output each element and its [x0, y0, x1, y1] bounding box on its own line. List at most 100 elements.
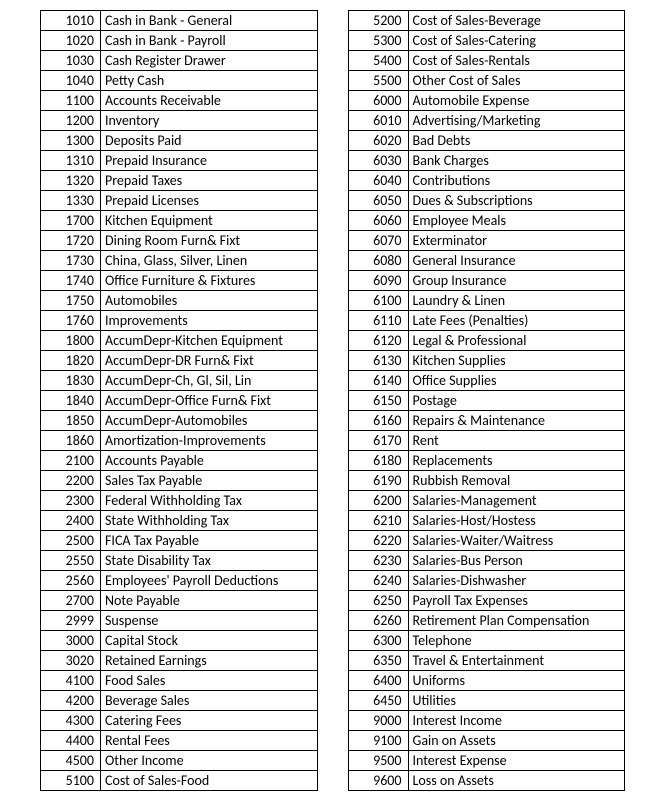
account-code: 2500 — [41, 531, 101, 551]
table-row: 2999Suspense — [41, 611, 318, 631]
account-name: Salaries-Bus Person — [408, 551, 625, 571]
table-row: 6450Utilities — [348, 691, 625, 711]
table-row: 1320Prepaid Taxes — [41, 171, 318, 191]
account-code: 2200 — [41, 471, 101, 491]
account-name: Inventory — [101, 111, 318, 131]
table-row: 6090Group Insurance — [348, 271, 625, 291]
account-name: Cash in Bank - Payroll — [101, 31, 318, 51]
account-code: 4500 — [41, 751, 101, 771]
table-row: 6010Advertising/Marketing — [348, 111, 625, 131]
account-code: 6030 — [348, 151, 408, 171]
account-name: Replacements — [408, 451, 625, 471]
table-row: 2200Sales Tax Payable — [41, 471, 318, 491]
account-code: 1730 — [41, 251, 101, 271]
account-code: 1200 — [41, 111, 101, 131]
account-name: Uniforms — [408, 671, 625, 691]
table-row: 1750Automobiles — [41, 291, 318, 311]
account-name: Salaries-Management — [408, 491, 625, 511]
account-code: 1330 — [41, 191, 101, 211]
chart-of-accounts-left: 1010Cash in Bank - General1020Cash in Ba… — [40, 10, 318, 791]
account-name: Advertising/Marketing — [408, 111, 625, 131]
account-name: Food Sales — [101, 671, 318, 691]
table-row: 2400State Withholding Tax — [41, 511, 318, 531]
account-name: Dues & Subscriptions — [408, 191, 625, 211]
table-row: 1700Kitchen Equipment — [41, 211, 318, 231]
table-row: 1730China, Glass, Silver, Linen — [41, 251, 318, 271]
account-name: AccumDepr-Ch, Gl, Sil, Lin — [101, 371, 318, 391]
account-name: Loss on Assets — [408, 771, 625, 791]
account-code: 6090 — [348, 271, 408, 291]
account-code: 6240 — [348, 571, 408, 591]
account-code: 6250 — [348, 591, 408, 611]
table-row: 6020Bad Debts — [348, 131, 625, 151]
account-code: 1020 — [41, 31, 101, 51]
account-code: 1820 — [41, 351, 101, 371]
account-code: 6300 — [348, 631, 408, 651]
chart-of-accounts-right: 5200Cost of Sales-Beverage5300Cost of Sa… — [348, 10, 626, 791]
table-row: 6050Dues & Subscriptions — [348, 191, 625, 211]
account-code: 6120 — [348, 331, 408, 351]
account-code: 2700 — [41, 591, 101, 611]
account-name: AccumDepr-Kitchen Equipment — [101, 331, 318, 351]
account-name: Office Furniture & Fixtures — [101, 271, 318, 291]
account-code: 1850 — [41, 411, 101, 431]
account-code: 1030 — [41, 51, 101, 71]
table-row: 9500Interest Expense — [348, 751, 625, 771]
account-name: Sales Tax Payable — [101, 471, 318, 491]
table-row: 1010Cash in Bank - General — [41, 11, 318, 31]
table-row: 9100Gain on Assets — [348, 731, 625, 751]
table-row: 1760Improvements — [41, 311, 318, 331]
account-name: FICA Tax Payable — [101, 531, 318, 551]
table-row: 6400Uniforms — [348, 671, 625, 691]
account-code: 6060 — [348, 211, 408, 231]
account-name: Accounts Receivable — [101, 91, 318, 111]
account-code: 4200 — [41, 691, 101, 711]
account-name: Laundry & Linen — [408, 291, 625, 311]
account-code: 2999 — [41, 611, 101, 631]
table-row: 1860Amortization-Improvements — [41, 431, 318, 451]
account-name: Automobiles — [101, 291, 318, 311]
account-name: Prepaid Taxes — [101, 171, 318, 191]
table-row: 2550State Disability Tax — [41, 551, 318, 571]
table-row: 2500FICA Tax Payable — [41, 531, 318, 551]
account-code: 6170 — [348, 431, 408, 451]
account-code: 5100 — [41, 771, 101, 791]
account-code: 6130 — [348, 351, 408, 371]
account-code: 2100 — [41, 451, 101, 471]
table-row: 4500Other Income — [41, 751, 318, 771]
account-code: 9000 — [348, 711, 408, 731]
account-name: Group Insurance — [408, 271, 625, 291]
account-name: AccumDepr-DR Furn& Fixt — [101, 351, 318, 371]
table-row: 5300Cost of Sales-Catering — [348, 31, 625, 51]
table-row: 5400Cost of Sales-Rentals — [348, 51, 625, 71]
account-name: Salaries-Host/Hostess — [408, 511, 625, 531]
table-row: 1310Prepaid Insurance — [41, 151, 318, 171]
account-name: State Withholding Tax — [101, 511, 318, 531]
account-name: Kitchen Equipment — [101, 211, 318, 231]
table-row: 6260Retirement Plan Compensation — [348, 611, 625, 631]
account-name: Petty Cash — [101, 71, 318, 91]
account-name: Cost of Sales-Catering — [408, 31, 625, 51]
account-code: 2400 — [41, 511, 101, 531]
account-code: 6260 — [348, 611, 408, 631]
account-code: 2300 — [41, 491, 101, 511]
account-name: China, Glass, Silver, Linen — [101, 251, 318, 271]
account-code: 6190 — [348, 471, 408, 491]
account-name: Accounts Payable — [101, 451, 318, 471]
account-name: Catering Fees — [101, 711, 318, 731]
account-name: Federal Withholding Tax — [101, 491, 318, 511]
account-name: Prepaid Licenses — [101, 191, 318, 211]
table-row: 2100Accounts Payable — [41, 451, 318, 471]
account-name: Salaries-Dishwasher — [408, 571, 625, 591]
account-name: Interest Income — [408, 711, 625, 731]
account-code: 6000 — [348, 91, 408, 111]
account-name: Retirement Plan Compensation — [408, 611, 625, 631]
table-row: 1740Office Furniture & Fixtures — [41, 271, 318, 291]
account-name: Other Cost of Sales — [408, 71, 625, 91]
account-name: Interest Expense — [408, 751, 625, 771]
table-row: 2560Employees' Payroll Deductions — [41, 571, 318, 591]
account-code: 4300 — [41, 711, 101, 731]
account-code: 1860 — [41, 431, 101, 451]
table-row: 6070Exterminator — [348, 231, 625, 251]
table-row: 1840AccumDepr-Office Furn& Fixt — [41, 391, 318, 411]
